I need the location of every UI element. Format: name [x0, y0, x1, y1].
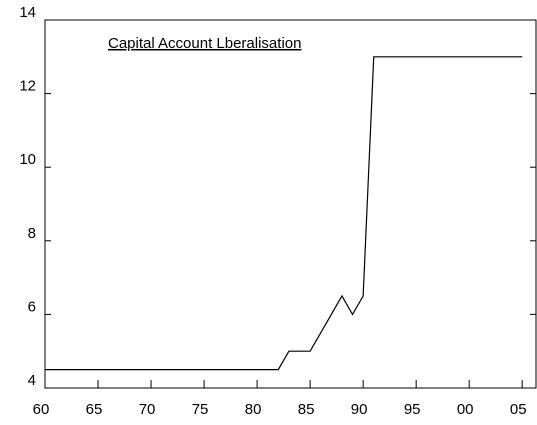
plot-frame: [44, 19, 537, 389]
x-tick-label: 65: [86, 401, 103, 418]
x-tick-label: 60: [33, 401, 50, 418]
x-tick-label: 90: [351, 401, 368, 418]
x-tick-label: 05: [510, 401, 527, 418]
x-tick-label: 70: [139, 401, 156, 418]
y-tick-label: 14: [19, 4, 36, 21]
line-series: [45, 56, 523, 371]
x-tick-label: 95: [404, 401, 421, 418]
y-tick-label: 12: [19, 78, 36, 95]
y-tick-label: 8: [28, 225, 36, 242]
chart-title: Capital Account Lberalisation: [108, 35, 301, 52]
x-tick-label: 85: [298, 401, 315, 418]
x-tick-label: 80: [245, 401, 262, 418]
y-tick-label: 4: [28, 372, 36, 389]
x-tick-label: 75: [192, 401, 209, 418]
y-tick-label: 6: [28, 298, 36, 315]
x-tick-label: 00: [457, 401, 474, 418]
y-tick-label: 10: [19, 151, 36, 168]
